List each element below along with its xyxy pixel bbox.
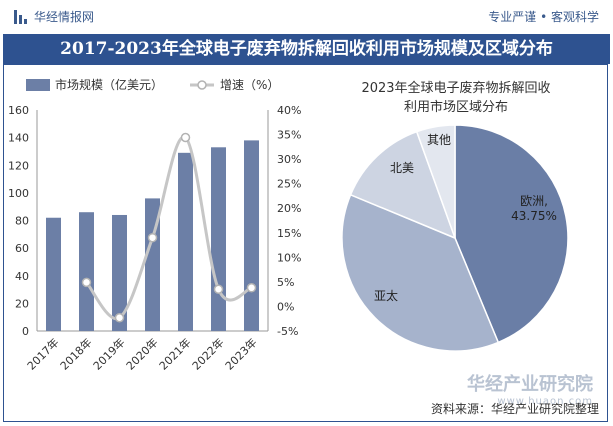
legend-bar-swatch [26, 79, 50, 91]
x-tick-label: 2022年 [189, 335, 226, 372]
bar [145, 198, 160, 331]
chart-title: 2017-2023年全球电子废弃物拆解回收利用市场规模及区域分布 [3, 34, 610, 64]
line-point [81, 277, 92, 288]
y-right-tick-label: 35% [277, 129, 301, 142]
x-tick-label: 2019年 [90, 335, 127, 372]
bar [46, 217, 61, 331]
pie-slice [341, 193, 500, 352]
x-tick-label: 2018年 [57, 335, 94, 372]
line-series [81, 132, 257, 323]
y-right-tick-label: 25% [277, 178, 301, 191]
y-left-tick-label: 100 [8, 187, 29, 200]
pie-slice-label: 其他 [427, 133, 451, 147]
y-left-tick-label: 40 [15, 270, 29, 283]
pie-slice-label: 亚太 [374, 288, 398, 303]
slogan: 专业严谨 • 客观科学 [488, 10, 599, 24]
y-right-tick-label: 10% [277, 251, 301, 264]
line-point [180, 132, 191, 143]
line-point [213, 284, 224, 295]
line-point [114, 312, 125, 323]
bar [211, 147, 226, 331]
pie-title: 2023年全球电子废弃物拆解回收 [361, 80, 550, 96]
legend-bar-label: 市场规模（亿美元） [55, 77, 163, 92]
pie-slice-value: 43.75% [511, 209, 557, 223]
y-left-tick-label: 0 [22, 325, 29, 338]
x-tick-label: 2023年 [222, 335, 259, 372]
y-left-tick-label: 20 [15, 297, 29, 310]
bar [244, 140, 259, 331]
bar [178, 152, 193, 331]
y-right-tick-label: -5% [277, 325, 298, 338]
source-note: 资料来源：华经产业研究院整理 [430, 402, 599, 416]
pie-slice-label: 北美 [390, 161, 414, 175]
y-right-tick-label: 20% [277, 202, 301, 215]
pie-slice [415, 124, 456, 239]
y-right-tick-label: 5% [277, 276, 294, 289]
bar [79, 212, 94, 331]
legend-line-label: 增速（%） [220, 78, 279, 92]
header: 华经情报网 专业严谨 • 客观科学 [0, 0, 613, 34]
x-tick-label: 2017年 [24, 335, 61, 372]
y-right-tick-label: 0% [277, 300, 294, 313]
brand[interactable]: 华经情报网 [14, 8, 94, 25]
y-right-tick-label: 15% [277, 227, 301, 240]
pie-slice-label: 欧洲, [520, 194, 548, 208]
watermark-name: 华经产业研究院 [467, 374, 593, 395]
pie-slice [454, 124, 569, 344]
watermark: 华经产业研究院 www.huaon.com [467, 370, 593, 407]
legend: 市场规模（亿美元） 增速（%） [26, 77, 279, 92]
x-tick-label: 2021年 [156, 335, 193, 372]
watermark-url: www.huaon.com [497, 396, 593, 407]
chart-panel [3, 64, 608, 422]
y-left-tick-label: 160 [8, 104, 29, 117]
y-left-tick-label: 120 [8, 159, 29, 172]
growth-line [85, 135, 253, 321]
pie-slice [349, 130, 457, 240]
y-right-tick-label: 30% [277, 153, 301, 166]
legend-line-marker [197, 80, 207, 90]
bar [112, 214, 127, 331]
pie-title: 利用市场区域分布 [404, 99, 508, 115]
y-left-tick-label: 140 [8, 132, 29, 145]
line-point [147, 232, 158, 243]
y-left-tick-label: 80 [15, 215, 29, 228]
line-point [246, 283, 257, 293]
y-left-tick-label: 60 [15, 242, 29, 255]
bar-logo-icon [14, 9, 28, 24]
x-tick-label: 2020年 [123, 335, 160, 372]
bar-series [46, 140, 259, 331]
y-right-tick-label: 40% [277, 104, 301, 117]
brand-name: 华经情报网 [34, 10, 95, 24]
